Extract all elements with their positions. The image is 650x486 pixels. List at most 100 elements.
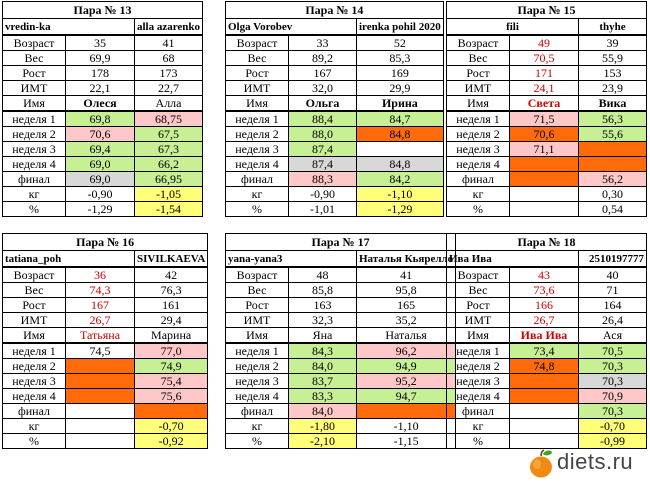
cell [509,418,579,434]
cell: 95,2 [355,373,457,389]
cell: 36 [65,266,135,283]
cell: 26,7 [509,312,579,328]
row-label: неделя 4 [446,156,510,172]
site-logo[interactable]: diets.ru [527,447,647,481]
cell: 88,4 [288,110,357,127]
cell: 69,0 [65,156,135,172]
cell: 22,1 [65,80,135,96]
cell: 89,2 [288,50,357,66]
row-label: Рост [2,297,66,313]
row-label: финал [225,171,289,187]
cell: -1,29 [65,201,135,217]
cell [133,403,209,419]
pair-15-table: Пара № 15 fili thyhe Возраст 49 39 Вес 70,5 5… [446,1,647,217]
cell [509,373,579,389]
cell: -1,05 [133,186,204,202]
cell: 0,54 [578,201,647,217]
cell: 167 [288,65,357,81]
row-label: неделя 4 [2,156,66,172]
cell: 42 [133,266,209,283]
row-label: Имя [225,327,289,344]
cell: 66,2 [133,156,204,172]
row-label: ИМТ [2,312,66,328]
cell: 24,1 [509,80,579,96]
cell: -0,70 [578,418,647,434]
row-label: Вес [2,282,66,298]
row-label: неделя 2 [2,126,66,142]
cell: 29,4 [133,312,209,328]
row-label: Вес [446,50,510,66]
cell: 83,7 [288,373,357,389]
row-label: неделя 1 [446,342,510,359]
cell: -2,10 [288,433,357,449]
cell: 96,2 [355,342,457,359]
row-label: неделя 3 [225,141,289,157]
cell: 70,5 [509,50,579,66]
pair-title: Пара № 13 [1,1,204,19]
row-label: неделя 2 [225,126,289,142]
cell: 0,30 [578,186,647,202]
row-label: финал [2,171,66,187]
row-label: неделя 2 [225,358,289,374]
pair-18-table: Пара № 18 Ива Ива 2510197777 Возраст 43 40 … [446,233,647,449]
row-label: кг [225,418,289,434]
cell: 171 [509,65,579,81]
participant-name: Ольга [288,95,357,112]
cell: 68,75 [133,110,204,127]
cell: 94,7 [355,388,457,404]
row-label: кг [446,418,510,434]
cell: 84,0 [288,403,357,419]
left-username: vredin-ka [2,18,135,36]
row-label: % [2,433,66,449]
cell [65,403,135,419]
cell: 35,2 [355,312,457,328]
cell [509,171,579,187]
row-label: Имя [225,95,289,112]
right-username: irenka pohil 2020 [356,18,444,36]
left-username: Ива Ива [446,250,579,268]
row-label: Рост [446,65,510,81]
row-label: неделя 4 [225,156,289,172]
cell: 32,0 [288,80,357,96]
row-label: кг [225,186,289,202]
cell: 85,8 [288,282,357,298]
row-label: неделя 1 [225,342,289,359]
row-label: % [225,433,289,449]
row-label: финал [2,403,66,419]
cell: 84,7 [356,110,444,127]
row-label: Возраст [2,266,66,283]
cell: 161 [133,297,209,313]
cell: 23,9 [578,80,647,96]
pair-title: Пара № 15 [446,1,647,19]
cell: 76,3 [133,282,209,298]
cell: -0,90 [65,186,135,202]
row-label: неделя 1 [2,342,66,359]
cell: 49 [509,34,579,51]
cell: 167 [65,297,135,313]
cell [509,403,579,419]
cell: 83,3 [288,388,357,404]
cell: 165 [355,297,457,313]
participant-name: Олеся [65,95,135,112]
left-username: yana-yana3 [225,250,357,268]
cell: 26,7 [65,312,135,328]
cell: 39 [578,34,647,51]
participant-name: Света [509,95,579,112]
cell: 41 [355,266,457,283]
cell: 75,6 [133,388,209,404]
cell: 164 [578,297,647,313]
cell: 32,3 [288,312,357,328]
cell: -0,90 [288,186,357,202]
cell: 69,8 [65,110,135,127]
cell: 166 [509,297,579,313]
participant-name: Наталья [355,327,457,344]
cell: 26,4 [578,312,647,328]
cell: 74,5 [65,342,135,359]
cell: 94,9 [355,358,457,374]
row-label: неделя 4 [225,388,289,404]
cell: 84,8 [356,156,444,172]
cell: -1,10 [356,186,444,202]
cell [65,388,135,404]
cell [578,156,647,172]
cell: 73,6 [509,282,579,298]
